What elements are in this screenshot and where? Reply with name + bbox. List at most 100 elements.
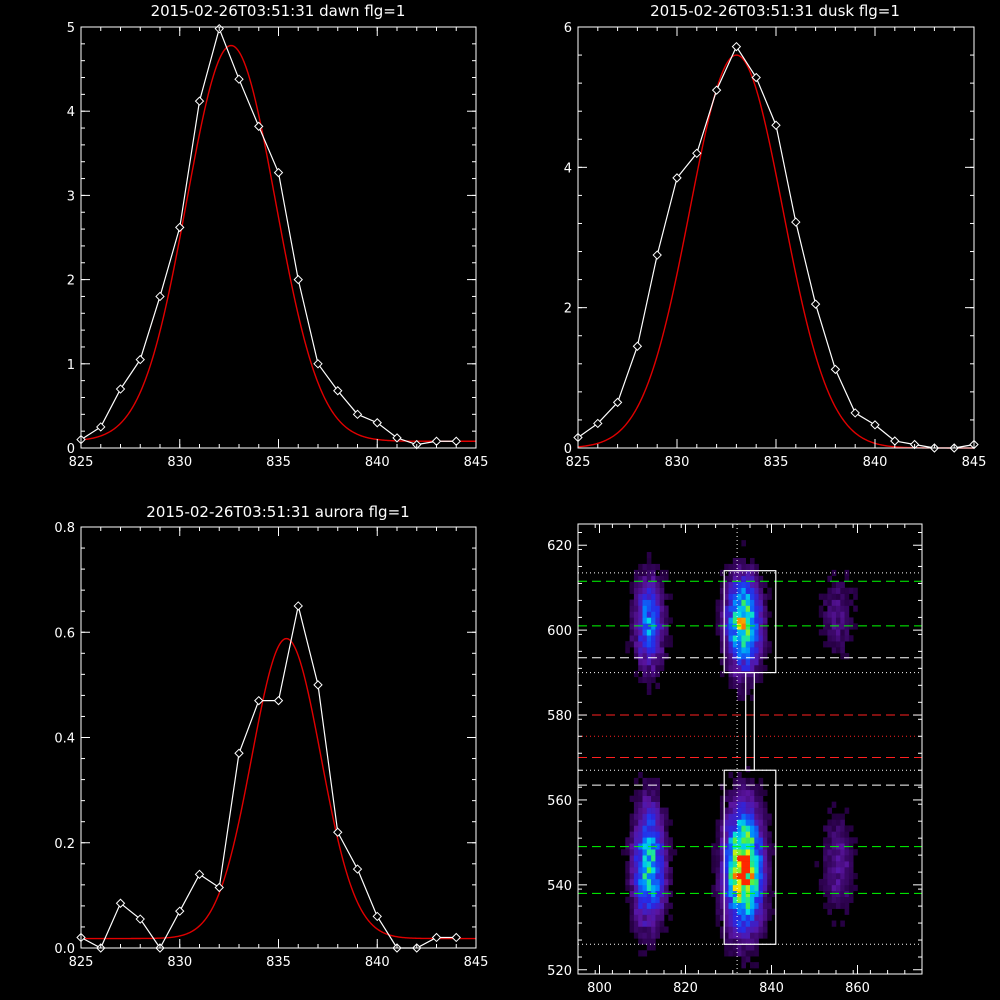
detector-pixel [728, 676, 734, 684]
detector-pixel [750, 914, 755, 921]
detector-pixel [724, 563, 729, 571]
detector-pixel [724, 593, 729, 600]
detector-pixel [728, 653, 734, 660]
detector-pixel [732, 932, 738, 939]
detector-pixel [638, 581, 643, 588]
detector-pixel [840, 861, 845, 868]
detector-pixel [728, 926, 734, 933]
detector-pixel [646, 599, 652, 606]
detector-pixel [629, 587, 635, 594]
detector-pixel [642, 569, 648, 577]
detector-pixel [737, 647, 742, 654]
aurora-x-tick-label: 830 [167, 955, 192, 970]
detector-pixel [728, 771, 734, 779]
detector-pixel [762, 890, 768, 898]
detector-pixel [741, 623, 746, 630]
aurora-data-point [333, 827, 343, 837]
detector-pixel [754, 867, 759, 874]
detector-pixel [737, 653, 742, 660]
detector-pixel [633, 569, 639, 577]
detector-pixel [823, 837, 828, 844]
detector-pixel [737, 688, 742, 695]
detector-pixel [728, 563, 734, 571]
dusk-data-point [771, 120, 781, 130]
aurora-data-point [135, 914, 145, 924]
detector-pixel [853, 837, 858, 844]
detector-pixel [633, 635, 639, 642]
detector-pixel [818, 884, 824, 892]
dusk-data-point [870, 420, 880, 430]
detector-pixel [741, 825, 746, 832]
detector-pixel [724, 920, 729, 927]
detector-pixel [724, 831, 729, 838]
detector-pixel [629, 611, 635, 618]
detector-pixel [642, 932, 648, 939]
detector-pixel [737, 599, 742, 606]
detector-pixel [853, 593, 858, 600]
detector-pixel [732, 629, 738, 636]
detector-pixel [651, 569, 656, 577]
detector-pixel [629, 599, 635, 606]
detector-pixel [642, 575, 648, 583]
detector-pixel [741, 849, 746, 856]
detector-pixel [655, 861, 660, 868]
detector-pixel [651, 896, 656, 903]
detector-pixel [664, 849, 669, 856]
detector-pixel [719, 605, 725, 612]
detector-pixel [638, 789, 643, 796]
detector-pixel [719, 807, 725, 814]
detector-pixel [638, 890, 643, 898]
detector-pixel [642, 783, 648, 791]
detector-pixel [827, 825, 832, 832]
detector-pixel [758, 789, 764, 796]
detector-pixel [633, 849, 639, 856]
detector-pixel [754, 659, 759, 666]
detector-pixel [728, 849, 734, 856]
detector-pixel [750, 670, 755, 678]
detector-pixel [719, 587, 725, 594]
detector-pixel [728, 623, 734, 630]
detector-pixel [646, 587, 652, 594]
detector-pixel [840, 641, 845, 648]
detector-pixel [655, 902, 660, 909]
detector-pixel [633, 890, 639, 898]
detector-pixel [659, 641, 665, 648]
detector-pixel [659, 611, 665, 618]
detector-pixel [655, 599, 660, 606]
detector-pixel [633, 825, 639, 832]
detector-pixel [827, 831, 832, 838]
detector-pixel [732, 617, 738, 624]
detector-pixel [659, 855, 665, 862]
detector-pixel [754, 670, 759, 678]
detector-pixel [758, 920, 764, 927]
aurora-data-point [293, 601, 303, 611]
detector-pixel [664, 855, 669, 862]
detector-pixel [629, 914, 635, 921]
detector-pixel [724, 795, 729, 802]
detector-pixel [737, 914, 742, 921]
detector-pixel [719, 884, 725, 892]
detector-pixel [741, 694, 746, 701]
detector-pixel [633, 599, 639, 606]
detector-pixel [836, 878, 841, 886]
detector-pixel [827, 902, 832, 909]
detector-pixel [737, 629, 742, 636]
detector-pixel [719, 611, 725, 618]
detector-pixel [655, 831, 660, 838]
detector-pixel [668, 641, 673, 648]
detector-pixel [750, 944, 755, 951]
detector-pixel [762, 825, 768, 832]
detector-pixel [741, 682, 746, 690]
detector-pixel [737, 831, 742, 838]
detector-pixel [642, 813, 648, 820]
detector-pixel [655, 789, 660, 796]
detector-x-tick-label: 860 [845, 981, 870, 996]
detector-pixel [719, 914, 725, 921]
detector-pixel [728, 855, 734, 862]
detector-pixel [758, 825, 764, 832]
detector-pixel [827, 890, 832, 898]
detector-pixel [767, 641, 772, 648]
detector-pixel [642, 623, 648, 630]
detector-pixel [732, 611, 738, 618]
detector-pixel [629, 890, 635, 898]
